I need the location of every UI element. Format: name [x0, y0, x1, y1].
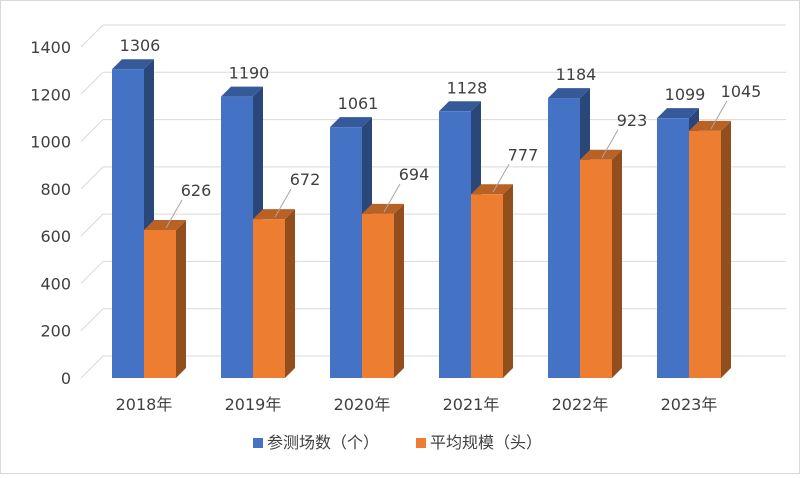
- y-tick-label: 200: [40, 322, 71, 341]
- data-label: 1128: [447, 78, 488, 97]
- bar-top: [580, 149, 622, 160]
- bar-front: [253, 219, 285, 378]
- bar-front: [548, 98, 580, 378]
- x-tick-label: 2019年: [225, 395, 282, 414]
- bar-top: [439, 101, 481, 112]
- bar-side: [503, 184, 513, 378]
- bars: 1306 626 1190 672 1061 694 1128 777 1184 923 1099 1…: [112, 36, 762, 379]
- bar-top: [144, 219, 186, 230]
- data-label: 1306: [120, 36, 161, 55]
- gridline-depth: [80, 24, 104, 48]
- gridline-depth: [80, 355, 104, 379]
- bar-scale-2019年: [253, 209, 295, 378]
- legend-label-series-1: 参测场数（个）: [267, 433, 379, 452]
- bar-top: [330, 117, 372, 128]
- bar-front: [471, 194, 503, 378]
- leader-line: [274, 188, 292, 218]
- bar-top: [221, 86, 263, 97]
- bar-front: [144, 229, 176, 378]
- y-tick-label: 400: [40, 274, 71, 293]
- bar-side: [394, 203, 404, 378]
- bar-top: [657, 108, 699, 119]
- legend-swatch-series-1: [253, 438, 263, 448]
- bar-scale-2023年: [689, 120, 731, 379]
- bar-top: [112, 59, 154, 70]
- bar-scale-2020年: [362, 203, 404, 378]
- leader-line: [165, 199, 183, 229]
- y-tick-label: 1200: [30, 85, 71, 104]
- y-tick-label: 600: [40, 227, 71, 246]
- bar-side: [176, 219, 186, 378]
- bar-top: [362, 203, 404, 214]
- y-tick-label: 800: [40, 180, 71, 199]
- x-tick-label: 2022年: [552, 395, 609, 414]
- data-label: 777: [508, 145, 539, 164]
- bar-front: [362, 213, 394, 378]
- data-label: 1099: [665, 85, 706, 104]
- bar-front: [221, 96, 253, 379]
- data-label: 694: [399, 165, 430, 184]
- legend-label-series-2: 平均规模（头）: [430, 433, 542, 452]
- bar-side: [721, 120, 731, 379]
- bar-front: [657, 118, 689, 378]
- bar-top: [548, 88, 590, 99]
- bar-top: [471, 184, 513, 195]
- legend: 参测场数（个） 平均规模（头）: [253, 433, 542, 452]
- y-tick-label: 0: [61, 369, 71, 388]
- data-label: 1061: [338, 94, 379, 113]
- gridline-depth: [80, 119, 104, 142]
- leader-line: [383, 183, 401, 213]
- y-axis-ticks: 0 200 400 600 800 1000 1200 1400: [30, 38, 71, 388]
- bar-top: [253, 209, 295, 220]
- gridline-depth: [80, 166, 104, 190]
- data-label: 1190: [229, 64, 270, 83]
- bar-scale-2022年: [580, 149, 622, 378]
- bar-fields-2020年: [330, 117, 372, 378]
- bar-front: [439, 111, 471, 379]
- data-label: 923: [617, 111, 648, 130]
- data-label: 626: [181, 181, 212, 200]
- y-tick-label: 1000: [30, 133, 71, 152]
- y-tick-label: 1400: [30, 38, 71, 57]
- legend-swatch-series-2: [416, 438, 426, 448]
- bar-front: [330, 127, 362, 378]
- data-label: 1045: [721, 82, 762, 101]
- bar-top: [689, 120, 731, 131]
- x-axis-ticks: 2018年 2019年 2020年 2021年 2022年 2023年: [116, 395, 718, 414]
- bar-front: [580, 159, 612, 378]
- bar-side: [612, 149, 622, 378]
- leader-line: [601, 129, 619, 159]
- data-label: 672: [290, 170, 321, 189]
- bar-front: [112, 69, 144, 378]
- gridline-depth: [80, 213, 104, 237]
- leader-line: [710, 100, 728, 130]
- gridline-depth: [80, 308, 104, 332]
- gridline-depth: [80, 261, 104, 284]
- bar-front: [689, 130, 721, 378]
- gridline-depth: [80, 71, 104, 95]
- leader-line: [492, 164, 510, 193]
- x-tick-label: 2021年: [443, 395, 500, 414]
- bar-side: [285, 209, 295, 378]
- bar-scale-2018年: [144, 219, 186, 378]
- bar-scale-2021年: [471, 184, 513, 378]
- data-label: 1184: [556, 65, 597, 84]
- x-tick-label: 2018年: [116, 395, 173, 414]
- x-tick-label: 2020年: [334, 395, 391, 414]
- x-tick-label: 2023年: [661, 395, 718, 414]
